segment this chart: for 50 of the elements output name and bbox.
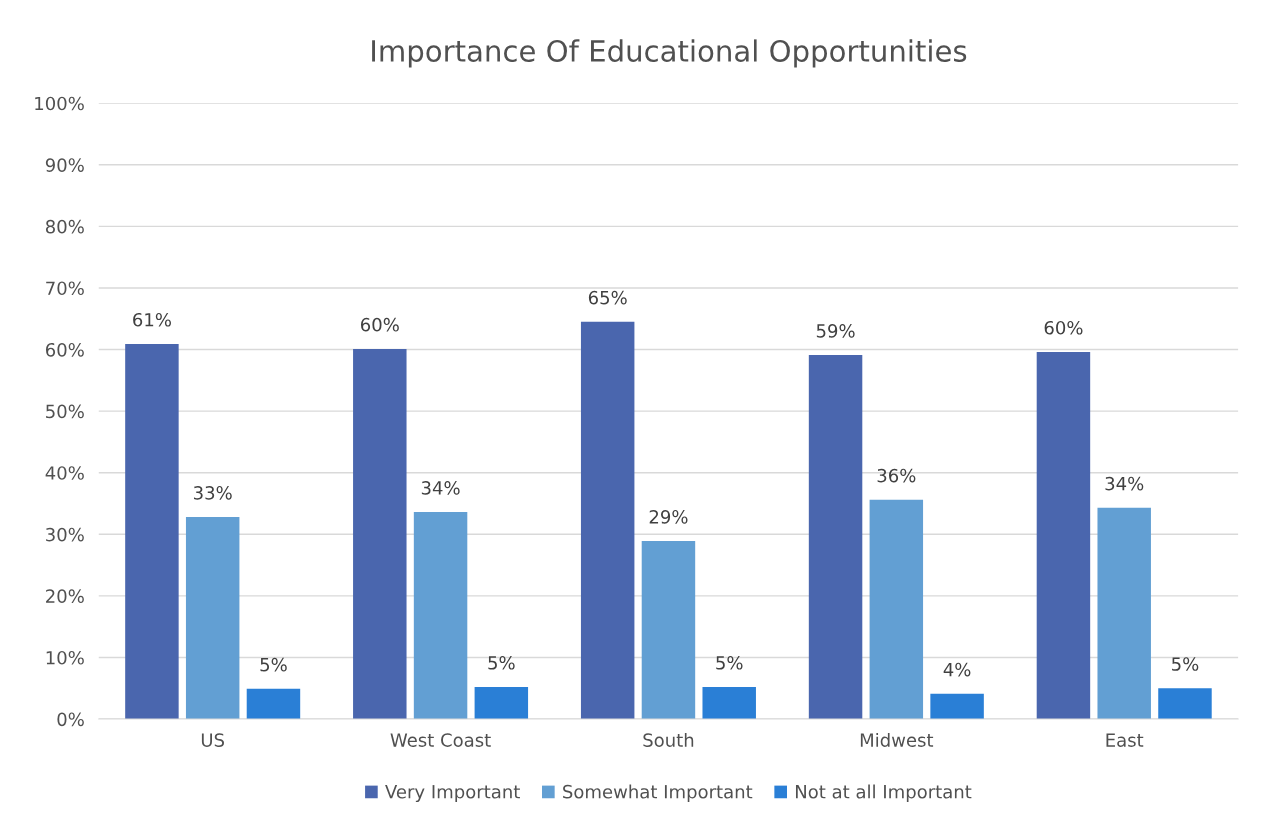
y-tick-label: 90% (45, 158, 84, 172)
data-label: 65% (588, 290, 627, 305)
y-tick-label: 0% (57, 712, 84, 727)
x-tick-label: East (1106, 733, 1144, 747)
y-tick-label: 40% (45, 466, 84, 480)
x-tick-label: West Coast (390, 733, 491, 747)
bar (641, 541, 696, 720)
bar (413, 512, 468, 720)
data-label: 4% (943, 662, 971, 677)
bar (474, 687, 529, 720)
legend-label: Very Important (385, 785, 520, 803)
x-tick-label: US (201, 733, 225, 747)
y-tick-label: 50% (46, 404, 84, 419)
data-label: 34% (1105, 476, 1144, 491)
chart-title: Importance Of Educational Opportunities (372, 39, 967, 68)
y-tick-label: 80% (45, 219, 84, 234)
y-tick-label: 70% (46, 281, 84, 296)
bar (580, 321, 635, 720)
data-label: 5% (1172, 657, 1199, 671)
y-tick-label: 10% (46, 650, 84, 665)
data-label: 61% (133, 312, 171, 327)
bar (246, 688, 301, 720)
legend-label: Somewhat Important (563, 784, 753, 803)
data-label: 60% (1044, 320, 1083, 335)
data-label: 29% (649, 510, 688, 524)
data-label: 60% (361, 317, 399, 332)
bar (1097, 507, 1151, 720)
data-label: 5% (488, 655, 515, 670)
x-tick-label: Midwest (860, 732, 934, 747)
bar (1158, 688, 1212, 720)
y-tick-label: 100% (35, 96, 84, 111)
legend-label: Not at all Important (795, 784, 972, 803)
y-tick-label: 30% (46, 527, 84, 542)
x-tick-label: South (643, 732, 694, 747)
bar (808, 355, 863, 720)
data-label: 33% (194, 485, 232, 500)
bar (1036, 351, 1091, 720)
y-tick-label: 20% (46, 589, 84, 603)
data-label: 5% (260, 657, 287, 672)
bar (353, 348, 407, 720)
bar (702, 687, 756, 720)
bar (185, 517, 240, 720)
data-label: 36% (877, 468, 916, 483)
bar (869, 499, 924, 720)
data-label: 59% (816, 324, 855, 338)
y-tick-label: 60% (45, 342, 84, 357)
data-label: 34% (421, 481, 460, 495)
bar (125, 343, 179, 720)
data-label: 5% (716, 655, 743, 670)
bar (930, 693, 984, 720)
